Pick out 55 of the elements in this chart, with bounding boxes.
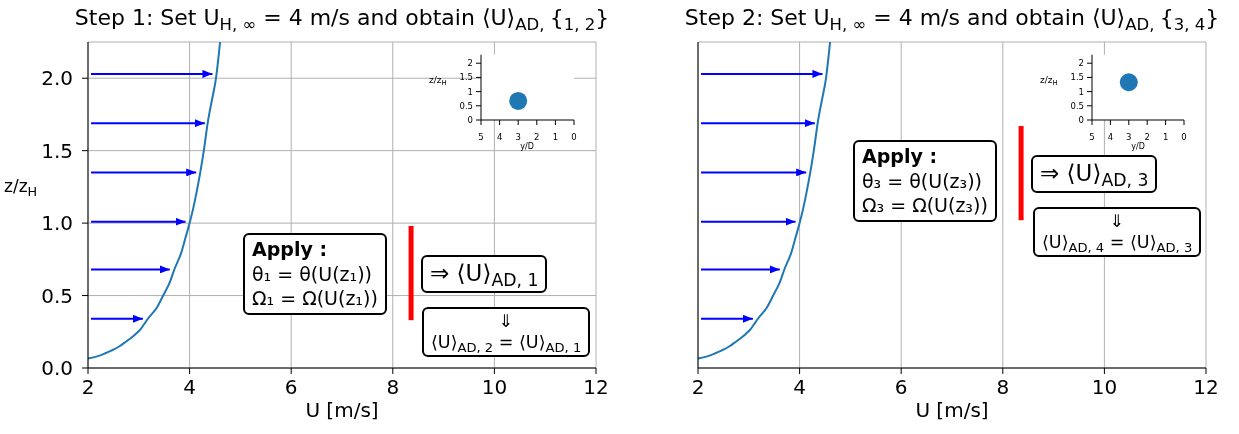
x-tick-label: 5 bbox=[1089, 132, 1095, 143]
x-tick-label: 5 bbox=[478, 132, 484, 143]
y-tick-label: 0 bbox=[467, 115, 473, 126]
x-tick-label: 3 bbox=[1126, 132, 1132, 143]
y-tick-label: 0 bbox=[1078, 115, 1084, 126]
y-tick-label: 2 bbox=[1078, 58, 1084, 69]
x-tick-label: 1 bbox=[1162, 132, 1169, 143]
x-tick-label: 0 bbox=[1181, 132, 1187, 143]
x-tick-label: 10 bbox=[481, 375, 508, 400]
x-tick-label: 4 bbox=[793, 375, 806, 400]
y-tick-label: 2 bbox=[467, 58, 473, 69]
x-tick-label: 3 bbox=[515, 132, 521, 143]
x-tick-label: 4 bbox=[496, 132, 503, 143]
y-tick-label: 1.5 bbox=[1070, 72, 1084, 83]
y-axis-title: z/z$_{H}$ bbox=[1040, 75, 1058, 88]
x-axis-title: y/D bbox=[520, 142, 534, 151]
y-tick-label: 2.0 bbox=[41, 66, 73, 91]
x-tick-label: 10 bbox=[1091, 375, 1118, 400]
x-tick-label: 6 bbox=[894, 375, 908, 400]
annotation: Apply : θ₃ = θ(U(z₃)) Ω₃ = Ω(U(z₃)) bbox=[862, 145, 988, 217]
x-axis-title: U [m/s] bbox=[305, 398, 379, 422]
x-tick-label: 8 bbox=[996, 375, 1010, 400]
y-axis-title: z/z$_{H}$ bbox=[429, 75, 447, 88]
chart-title: Step 1: Set U$_{H, ∞}$ = 4 m/s and obtain ⟨U⟩$_{AD,}$ {$_{1, 2}$} bbox=[74, 5, 610, 34]
x-tick-label: 2 bbox=[534, 132, 540, 143]
y-tick-label: 0.0 bbox=[41, 356, 73, 381]
y-tick-label: 0.5 bbox=[459, 100, 473, 111]
y-tick-label: 1.5 bbox=[41, 138, 73, 163]
x-tick-label: 12 bbox=[1193, 375, 1219, 400]
y-tick-label: 0.5 bbox=[41, 283, 73, 308]
x-tick-label: 8 bbox=[386, 375, 400, 400]
x-tick-label: 1 bbox=[552, 132, 559, 143]
x-tick-label: 4 bbox=[183, 375, 196, 400]
x-axis-title: y/D bbox=[1131, 142, 1145, 151]
x-tick-label: 2 bbox=[1144, 132, 1150, 143]
x-tick-label: 0 bbox=[571, 132, 577, 143]
text: ⇓ ⟨U⟩$_{AD, 2}$ = ⟨U⟩$_{AD, 1}$ bbox=[431, 311, 582, 355]
chart-title: Step 2: Set U$_{H, ∞}$ = 4 m/s and obtain ⟨U⟩$_{AD,}$ {$_{3, 4}$} bbox=[684, 5, 1220, 34]
y-tick-label: 1 bbox=[1078, 86, 1084, 97]
x-tick-label: 4 bbox=[1107, 132, 1114, 143]
text: ⇓ ⟨U⟩$_{AD, 4}$ = ⟨U⟩$_{AD, 3}$ bbox=[1042, 211, 1193, 255]
x-axis-title: U [m/s] bbox=[915, 398, 989, 422]
x-tick-label: 2 bbox=[81, 375, 95, 400]
y-tick-label: 1.0 bbox=[41, 211, 73, 236]
x-tick-label: 2 bbox=[691, 375, 705, 400]
y-tick-label: 1 bbox=[467, 86, 473, 97]
annotation: ⇒ ⟨U⟩$_{AD, 3}$ bbox=[1040, 160, 1149, 191]
y-tick-label: 1.5 bbox=[459, 72, 473, 83]
line-series bbox=[88, 42, 222, 360]
y-tick-label: 0.5 bbox=[1070, 100, 1084, 111]
x-tick-label: 6 bbox=[284, 375, 298, 400]
annotation: ⇒ ⟨U⟩$_{AD, 1}$ bbox=[430, 260, 539, 291]
annotation: Apply : θ₁ = θ(U(z₁)) Ω₁ = Ω(U(z₁)) bbox=[252, 238, 378, 310]
y-axis-title: z/z$_{H}$ bbox=[4, 176, 38, 199]
x-tick-label: 12 bbox=[583, 375, 609, 400]
